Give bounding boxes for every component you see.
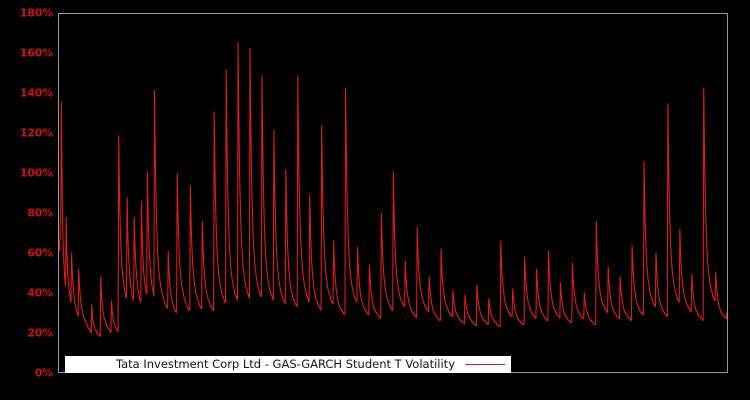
- legend-label: Tata Investment Corp Ltd - GAS-GARCH Stu…: [115, 356, 455, 371]
- volatility-series: [59, 14, 727, 372]
- y-tick-label: 100%: [19, 166, 53, 180]
- y-tick-label: 120%: [19, 126, 53, 140]
- y-tick-label: 20%: [27, 326, 53, 340]
- series-polyline: [59, 42, 727, 336]
- y-tick-label: 160%: [19, 46, 53, 60]
- y-tick-label: 0%: [34, 366, 53, 380]
- y-tick-label: 180%: [19, 6, 53, 20]
- legend-line-swatch: [465, 364, 505, 365]
- y-tick-label: 80%: [27, 206, 53, 220]
- plot-area: [58, 13, 728, 373]
- y-axis: 0% 20% 40% 60% 80% 100% 120% 140% 160% 180%: [0, 0, 58, 400]
- legend: Tata Investment Corp Ltd - GAS-GARCH Stu…: [65, 356, 511, 373]
- y-tick-label: 140%: [19, 86, 53, 100]
- y-tick-label: 40%: [27, 286, 53, 300]
- y-tick-label: 60%: [27, 246, 53, 260]
